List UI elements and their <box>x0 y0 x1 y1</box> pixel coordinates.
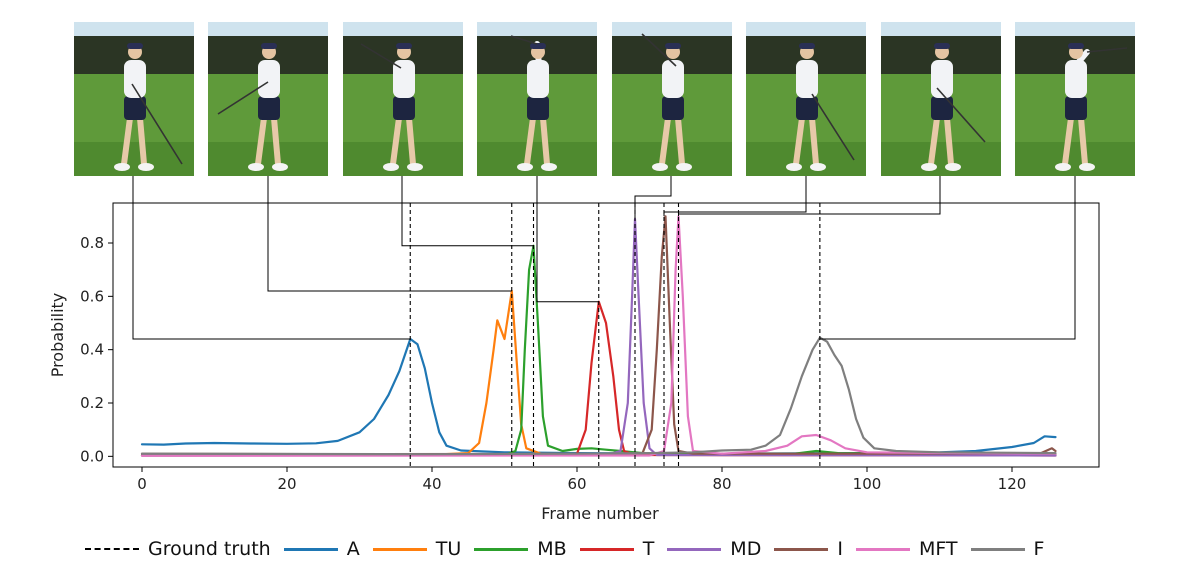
x-tick-label-80: 80 <box>712 475 731 493</box>
legend-swatch-a <box>283 547 338 551</box>
x-tick-label-0: 0 <box>137 475 147 493</box>
thumbnail-connector-5 <box>663 176 807 217</box>
legend-swatch-ground-truth <box>85 548 139 550</box>
legend-swatch-mft <box>855 547 910 551</box>
y-tick-label-1: 0.2 <box>80 394 104 412</box>
legend-label-f: F <box>1033 538 1045 560</box>
x-tick-label-20: 20 <box>277 475 296 493</box>
thumbnail-connector-1 <box>267 176 512 292</box>
thumbnail-connector-0 <box>132 176 411 340</box>
golfer-image <box>208 22 328 176</box>
y-tick-label-3: 0.6 <box>80 287 104 305</box>
legend-swatch-t <box>579 547 634 551</box>
golfer-image <box>343 22 463 176</box>
swing-thumbnail-t <box>477 22 597 176</box>
legend-swatch-f <box>970 547 1025 551</box>
y-tick-label-0: 0.0 <box>80 447 104 465</box>
swing-thumbnail-tu <box>208 22 328 176</box>
legend-label-a: A <box>346 538 360 560</box>
legend-label-tu: TU <box>435 538 462 560</box>
golfer-image <box>746 22 866 176</box>
legend-label-ground-truth: Ground truth <box>148 538 271 560</box>
golfer-image <box>612 22 732 176</box>
legend-label-i: I <box>837 538 843 560</box>
thumbnail-connector-6 <box>678 176 941 217</box>
golfer-image <box>1015 22 1135 176</box>
x-tick-label-120: 120 <box>998 475 1027 493</box>
legend-item-mft: MFT <box>855 538 958 560</box>
swing-thumbnail-i <box>746 22 866 176</box>
thumbnail-connector-2 <box>401 176 534 247</box>
legend-swatch-tu <box>372 547 427 551</box>
legend-item-a: A <box>283 538 360 560</box>
golfer-image <box>74 22 194 176</box>
legend-item-f: F <box>970 538 1045 560</box>
legend-label-t: T <box>642 538 655 560</box>
x-tick-label-40: 40 <box>422 475 441 493</box>
swing-thumbnail-f <box>1015 22 1135 176</box>
legend-item-tu: TU <box>372 538 462 560</box>
legend-item-ground-truth: Ground truth <box>85 538 271 560</box>
golfer-image <box>881 22 1001 176</box>
x-tick-label-100: 100 <box>853 475 882 493</box>
chart-legend: Ground truth A TU MB T MD I MFT <box>85 536 1057 562</box>
swing-thumbnail-md <box>612 22 732 176</box>
thumbnail-connector-3 <box>536 176 599 303</box>
series-line-f <box>140 336 1057 456</box>
legend-label-md: MD <box>730 538 762 560</box>
legend-swatch-i <box>774 547 829 551</box>
thumbnail-connector-4 <box>634 176 672 219</box>
legend-swatch-md <box>667 547 722 551</box>
x-axis-label: Frame number <box>541 504 659 523</box>
thumbnail-connector-7 <box>819 176 1076 340</box>
y-tick-label-2: 0.4 <box>80 341 104 359</box>
plot-frame <box>112 202 1100 468</box>
y-tick-label-4: 0.8 <box>80 234 104 252</box>
x-tick-label-60: 60 <box>567 475 586 493</box>
y-axis-label: Probability <box>48 293 67 378</box>
series-line-tu <box>140 289 1057 457</box>
swing-thumbnail-mft <box>881 22 1001 176</box>
series-line-i <box>140 215 1057 456</box>
legend-label-mb: MB <box>537 538 567 560</box>
legend-item-i: I <box>774 538 843 560</box>
golfer-image <box>477 22 597 176</box>
legend-item-t: T <box>579 538 655 560</box>
legend-item-md: MD <box>667 538 761 560</box>
swing-thumbnail-a <box>74 22 194 176</box>
legend-item-mb: MB <box>474 538 567 560</box>
swing-thumbnail-mb <box>343 22 463 176</box>
legend-label-mft: MFT <box>918 538 958 560</box>
legend-swatch-mb <box>474 547 529 551</box>
